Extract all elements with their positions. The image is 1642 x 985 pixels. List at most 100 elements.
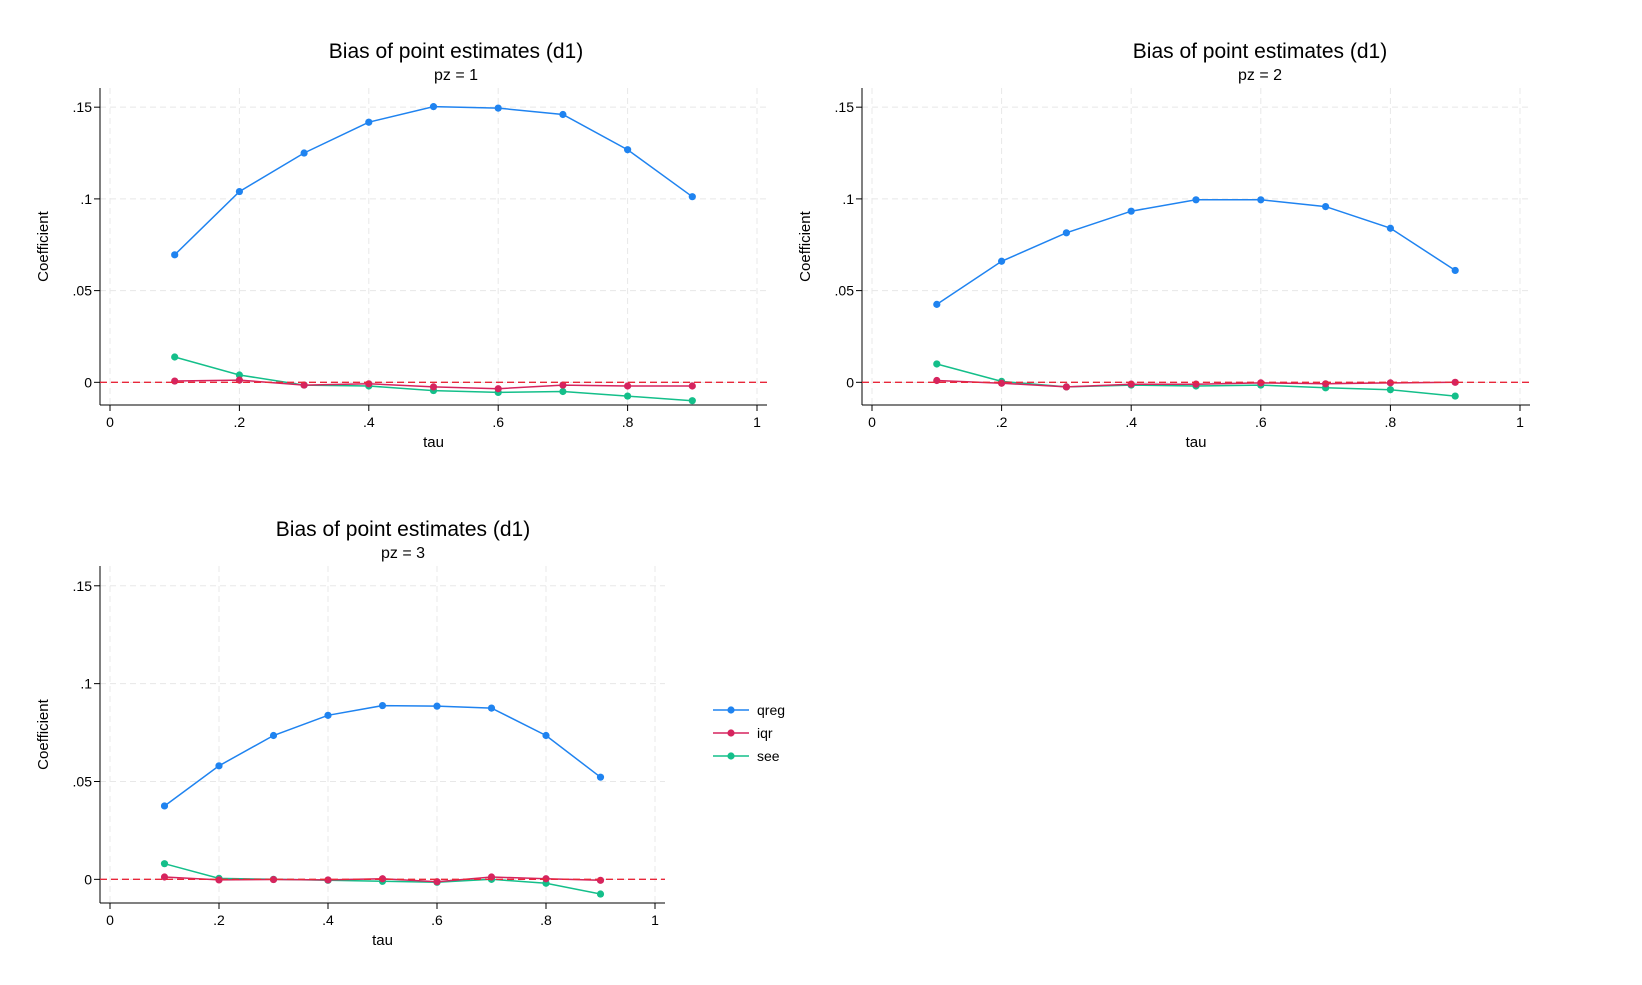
x-tick-label: .4 [1125,414,1137,430]
y-tick-label: .15 [73,578,93,594]
x-tick-label: .4 [322,912,334,928]
data-point-iqr [624,382,632,390]
legend: qreg iqr see [713,702,785,764]
data-point-iqr [324,876,332,884]
data-point-iqr [378,875,387,883]
data-point-see [160,860,169,868]
x-tick-label: .8 [1385,414,1397,430]
data-point-qreg [559,110,567,119]
data-point-qreg [1451,266,1459,275]
x-tick-label: 1 [651,912,659,928]
x-axis-label: tau [372,932,393,949]
x-axis-label: tau [423,434,444,451]
data-point-qreg [688,193,696,201]
data-point-see [235,371,243,379]
y-tick-label: .05 [835,283,855,299]
data-point-see [171,353,179,361]
chart-title: Bias of point estimates (d1) [1133,40,1387,63]
y-tick-label: .1 [842,191,854,207]
data-point-qreg [494,104,502,112]
legend-item-see: see [713,748,780,764]
data-point-qreg [171,251,179,259]
data-point-iqr [596,876,605,884]
data-point-see [624,392,632,400]
chart-subtitle: pz = 2 [1238,67,1282,84]
legend-item-iqr: iqr [713,725,773,741]
series-qreg [933,196,1459,308]
data-point-iqr [215,876,223,884]
legend-swatch-marker [727,729,735,737]
data-point-see [596,890,605,898]
data-point-qreg [1257,196,1265,204]
data-point-iqr [494,385,502,393]
data-point-qreg [542,731,550,740]
chart-title: Bias of point estimates (d1) [329,40,583,63]
data-point-iqr [1451,378,1459,386]
y-tick-label: .05 [73,283,93,299]
data-point-iqr [171,377,179,385]
series-see [171,353,696,405]
data-point-qreg [624,146,632,154]
data-point-iqr [365,380,373,388]
legend-label: qreg [757,702,785,718]
x-tick-label: .8 [540,912,552,928]
y-tick-label: .1 [80,676,92,692]
data-point-qreg [487,704,496,712]
data-point-iqr [269,875,278,884]
x-tick-label: 0 [868,414,876,430]
data-point-iqr [429,383,438,391]
data-point-qreg [429,103,438,111]
y-axis-label: Coefficient [35,210,52,281]
data-point-qreg [1322,202,1330,211]
data-point-iqr [688,382,696,390]
chart-panel-3: Bias of point estimates (d1) pz = 3 0 .2 .4.… [35,518,665,949]
data-point-qreg [269,731,278,740]
y-tick-label: .15 [835,99,855,115]
chart-title: Bias of point estimates (d1) [276,518,530,541]
x-tick-label: 0 [106,414,114,430]
y-tick-label: .05 [73,773,93,789]
data-point-iqr [1062,383,1070,391]
data-point-qreg [235,187,243,196]
y-tick-label: .15 [73,99,93,115]
series-qreg [160,701,605,810]
data-point-see [688,397,696,405]
data-point-qreg [160,802,169,810]
x-axis-label: tau [1186,434,1207,451]
data-point-qreg [998,257,1006,265]
y-tick-label: 0 [846,374,854,390]
data-point-qreg [215,762,223,770]
data-point-qreg [1386,224,1394,232]
series-qreg [171,103,696,259]
x-tick-label: .2 [996,414,1008,430]
y-tick-label: .1 [80,191,92,207]
x-tick-label: .2 [234,414,246,430]
y-tick-label: 0 [84,374,92,390]
x-tick-label: .4 [363,414,375,430]
x-tick-label: .6 [431,912,443,928]
y-tick-label: 0 [84,871,92,887]
data-point-qreg [596,773,605,781]
x-tick-label: 0 [106,912,114,928]
data-point-qreg [1127,207,1135,215]
legend-swatch-marker [727,752,735,760]
x-tick-label: .8 [622,414,634,430]
x-tick-label: .6 [1255,414,1267,430]
x-tick-label: 1 [1516,414,1524,430]
legend-label: see [757,748,780,764]
legend-label: iqr [757,725,773,741]
y-axis-label: Coefficient [35,698,52,769]
data-point-qreg [324,711,332,719]
chart-panel-1: Bias of point estimates (d1) pz = 1 0 .2 .4.… [35,40,767,451]
data-point-qreg [365,118,373,126]
data-point-see [1386,386,1394,394]
data-point-qreg [1192,196,1200,204]
data-point-see [1451,392,1459,400]
data-point-see [933,360,941,368]
y-axis-label: Coefficient [797,210,814,281]
x-tick-label: 1 [753,414,761,430]
legend-swatch-marker [727,706,735,714]
data-point-iqr [998,379,1006,387]
data-point-qreg [300,149,308,157]
